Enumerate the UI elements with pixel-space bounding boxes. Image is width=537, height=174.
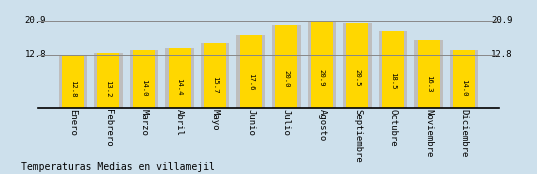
Text: 20.9: 20.9 [25, 16, 46, 25]
Text: 20.0: 20.0 [284, 70, 289, 88]
Bar [62, 55, 84, 108]
Bar [450, 50, 478, 108]
Text: 12.8: 12.8 [491, 50, 512, 59]
Bar [275, 25, 297, 108]
Text: 20.9: 20.9 [319, 69, 325, 86]
Bar [133, 50, 155, 108]
Bar [382, 31, 404, 108]
Bar [379, 31, 407, 108]
Text: 13.2: 13.2 [105, 80, 111, 97]
Bar [94, 53, 122, 108]
Text: 15.7: 15.7 [212, 76, 218, 94]
Bar [308, 21, 336, 108]
Text: 14.0: 14.0 [141, 79, 147, 96]
Bar [165, 48, 194, 108]
Bar [346, 23, 368, 108]
Bar [201, 42, 229, 108]
Text: 20.9: 20.9 [491, 16, 512, 25]
Text: 18.5: 18.5 [390, 72, 396, 90]
Text: 20.5: 20.5 [354, 69, 360, 87]
Bar [59, 55, 87, 108]
Bar [343, 23, 372, 108]
Text: 17.6: 17.6 [248, 73, 253, 91]
Bar [236, 35, 265, 108]
Text: 14.4: 14.4 [177, 78, 183, 96]
Bar [415, 40, 443, 108]
Text: 12.8: 12.8 [25, 50, 46, 59]
Bar [97, 53, 119, 108]
Bar [272, 25, 301, 108]
Bar [418, 40, 440, 108]
Bar [311, 21, 333, 108]
Text: 14.0: 14.0 [461, 79, 467, 96]
Text: 16.3: 16.3 [426, 75, 432, 93]
Bar [240, 35, 262, 108]
Text: Temperaturas Medias en villamejil: Temperaturas Medias en villamejil [21, 162, 215, 172]
Text: 12.8: 12.8 [70, 81, 76, 98]
Bar [130, 50, 158, 108]
Bar [453, 50, 475, 108]
Bar [169, 48, 191, 108]
Bar [204, 42, 226, 108]
